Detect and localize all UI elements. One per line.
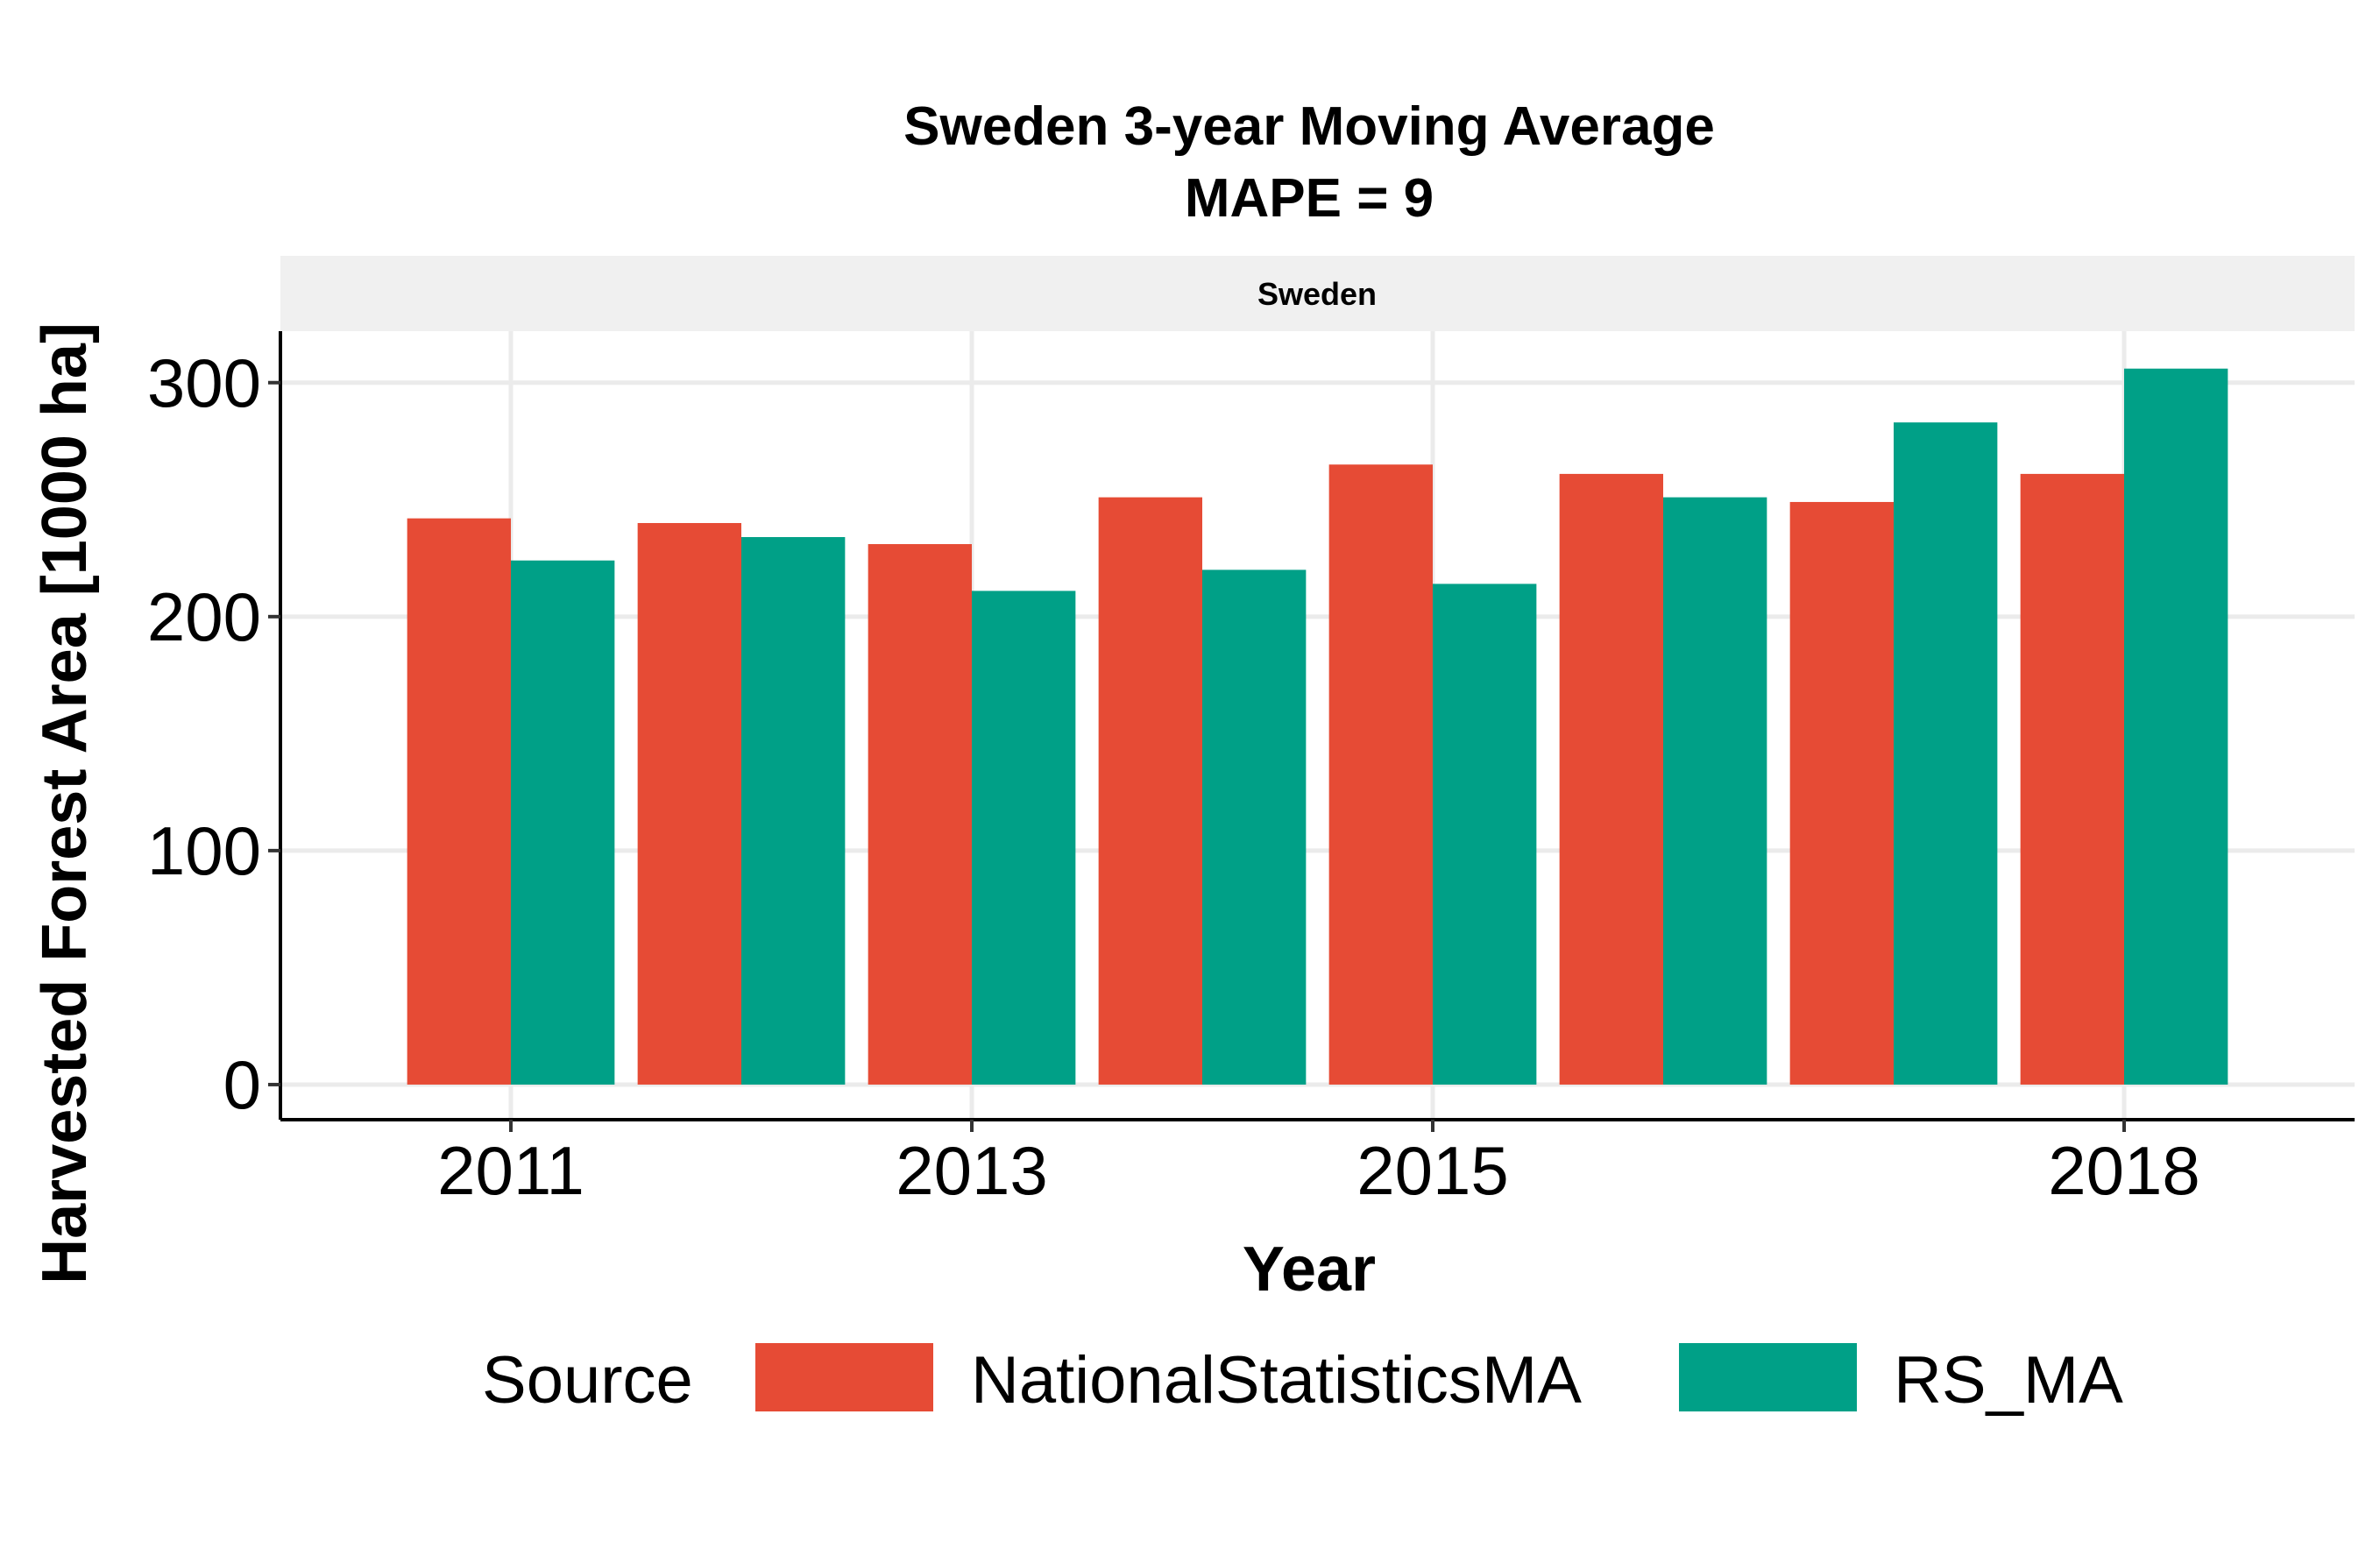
chart-title-group: Sweden 3-year Moving Average MAPE = 9	[903, 96, 1715, 229]
legend-swatch-nationalstatisticsma	[755, 1343, 933, 1411]
facet-strip-label: Sweden	[1257, 276, 1377, 312]
x-tick-label-2015: 2015	[1356, 1132, 1509, 1209]
y-tick-label-0: 0	[223, 1046, 261, 1123]
y-tick-label-100: 100	[147, 812, 261, 889]
bar-nationalstatisticsma-2011	[407, 518, 511, 1085]
chart-subtitle: MAPE = 9	[1185, 168, 1434, 229]
y-axis-title: Harvested Forest Area [1000 ha]	[30, 322, 100, 1284]
y-tick-label-200: 200	[147, 578, 261, 655]
bar-rs-ma-2015	[1433, 584, 1537, 1085]
legend-swatch-rs-ma	[1679, 1343, 1857, 1411]
bar-nationalstatisticsma-2013	[868, 544, 972, 1085]
x-tick-label-2018: 2018	[2048, 1132, 2200, 1209]
axis-layer: 0 100 200 300 2011 2013 2015 2018	[147, 331, 2355, 1209]
bar-rs-ma-2011	[511, 560, 615, 1085]
bar-rs-ma-2017	[1894, 422, 1998, 1085]
legend-label-nationalstatisticsma: NationalStatisticsMA	[971, 1343, 1582, 1418]
x-axis-title: Year	[1243, 1234, 1376, 1305]
bar-nationalstatisticsma-2017	[1789, 501, 1894, 1085]
bar-rs-ma-2012	[741, 537, 846, 1085]
bar-nationalstatisticsma-2014	[1098, 497, 1202, 1085]
bar-nationalstatisticsma-2018	[2020, 473, 2124, 1085]
x-tick-label-2013: 2013	[896, 1132, 1048, 1209]
bar-nationalstatisticsma-2016	[1559, 473, 1663, 1085]
x-tick-label-2011: 2011	[437, 1132, 584, 1209]
legend-label-rs-ma: RS_MA	[1894, 1343, 2123, 1418]
bar-nationalstatisticsma-2012	[637, 522, 741, 1085]
bar-nationalstatisticsma-2015	[1328, 464, 1433, 1085]
bar-rs-ma-2013	[972, 591, 1076, 1085]
legend: Source NationalStatisticsMA RS_MA	[482, 1343, 2123, 1418]
y-tick-label-300: 300	[147, 344, 261, 421]
facet-strip	[280, 256, 2355, 331]
bar-layer	[407, 368, 2228, 1085]
bar-rs-ma-2014	[1202, 569, 1307, 1085]
bar-rs-ma-2016	[1663, 497, 1767, 1085]
bar-rs-ma-2018	[2124, 368, 2228, 1085]
chart-title: Sweden 3-year Moving Average	[903, 96, 1715, 157]
legend-title: Source	[482, 1343, 693, 1418]
